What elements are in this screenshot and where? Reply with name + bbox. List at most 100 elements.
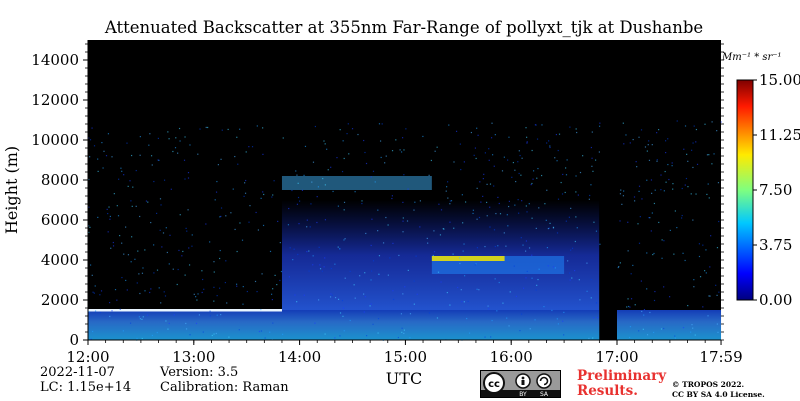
speckle-dot	[289, 247, 291, 249]
speckle-dot	[117, 215, 120, 217]
speckle-dot	[667, 138, 669, 140]
speckle-dot	[565, 174, 568, 176]
speckle-dot	[478, 216, 481, 219]
speckle-dot	[198, 314, 201, 316]
speckle-dot	[573, 269, 576, 272]
speckle-dot	[287, 224, 290, 226]
speckle-dot	[217, 164, 219, 166]
y-tick-label: 8000	[41, 171, 79, 189]
speckle-dot	[339, 248, 341, 250]
speckle-dot	[184, 274, 186, 276]
speckle-dot	[377, 332, 379, 334]
speckle-dot	[176, 283, 178, 286]
speckle-dot	[246, 290, 248, 293]
speckle-dot	[228, 336, 230, 338]
speckle-dot	[415, 255, 417, 257]
speckle-dot	[216, 295, 218, 297]
speckle-dot	[363, 139, 365, 142]
speckle-dot	[141, 318, 143, 320]
speckle-dot	[511, 176, 513, 178]
speckle-dot	[406, 220, 409, 222]
speckle-dot	[391, 150, 394, 152]
speckle-dot	[209, 241, 211, 243]
speckle-dot	[485, 201, 488, 204]
speckle-dot	[395, 139, 397, 141]
speckle-dot	[552, 227, 555, 229]
speckle-dot	[460, 168, 462, 171]
speckle-dot	[131, 205, 133, 207]
speckle-dot	[449, 221, 451, 223]
speckle-dot	[232, 188, 234, 190]
speckle-dot	[525, 277, 527, 279]
speckle-dot	[577, 194, 579, 196]
speckle-dot	[494, 134, 496, 136]
speckle-dot	[370, 270, 373, 272]
speckle-dot	[260, 308, 262, 311]
speckle-dot	[498, 202, 500, 205]
speckle-dot	[397, 336, 399, 339]
speckle-dot	[387, 274, 389, 276]
speckle-dot	[361, 202, 363, 205]
speckle-dot	[153, 180, 155, 183]
speckle-dot	[269, 250, 272, 253]
speckle-dot	[288, 276, 291, 278]
speckle-dot	[556, 232, 559, 234]
speckle-dot	[486, 183, 488, 185]
speckle-dot	[619, 262, 621, 264]
speckle-dot	[517, 161, 519, 163]
speckle-dot	[547, 265, 549, 267]
speckle-dot	[440, 209, 443, 211]
speckle-dot	[296, 203, 299, 205]
speckle-dot	[590, 146, 593, 149]
speckle-dot	[568, 272, 571, 274]
speckle-dot	[702, 244, 704, 246]
speckle-dot	[477, 134, 479, 136]
speckle-dot	[330, 293, 332, 295]
speckle-dot	[196, 299, 198, 301]
speckle-dot	[93, 292, 95, 294]
speckle-dot	[487, 305, 489, 307]
speckle-dot	[537, 167, 539, 170]
speckle-dot	[182, 250, 184, 253]
speckle-dot	[371, 218, 373, 220]
speckle-dot	[110, 247, 112, 249]
speckle-dot	[236, 136, 238, 138]
x-tick-label: 12:00	[66, 348, 109, 366]
speckle-dot	[515, 180, 517, 183]
speckle-dot	[364, 272, 366, 274]
speckle-dot	[646, 252, 648, 254]
speckle-dot	[698, 255, 701, 258]
speckle-dot	[623, 190, 625, 192]
speckle-dot	[242, 286, 244, 288]
speckle-dot	[179, 140, 181, 142]
speckle-dot	[684, 259, 686, 262]
speckle-dot	[521, 157, 523, 159]
cc-by-sa-icon: cc BY SA	[481, 371, 560, 398]
speckle-dot	[403, 149, 405, 151]
speckle-dot	[147, 201, 149, 203]
speckle-dot	[693, 125, 695, 127]
speckle-dot	[536, 284, 538, 286]
speckle-dot	[629, 336, 631, 339]
speckle-dot	[392, 298, 395, 301]
signal-speckle	[88, 120, 722, 341]
colorbar-tick-label: 15.00	[759, 71, 800, 89]
speckle-dot	[248, 221, 250, 223]
speckle-dot	[347, 123, 349, 125]
speckle-dot	[554, 157, 556, 159]
speckle-dot	[459, 262, 461, 265]
speckle-dot	[168, 138, 170, 140]
speckle-dot	[621, 203, 623, 205]
speckle-dot	[354, 297, 356, 299]
speckle-dot	[399, 149, 401, 151]
speckle-dot	[522, 244, 524, 246]
speckle-dot	[528, 247, 531, 249]
speckle-dot	[108, 206, 110, 208]
colorbar-tick-label: 11.25	[759, 126, 800, 144]
speckle-dot	[387, 224, 389, 226]
speckle-dot	[209, 315, 211, 317]
speckle-dot	[346, 133, 348, 135]
speckle-dot	[364, 296, 366, 298]
speckle-dot	[716, 323, 718, 325]
speckle-dot	[235, 283, 238, 285]
